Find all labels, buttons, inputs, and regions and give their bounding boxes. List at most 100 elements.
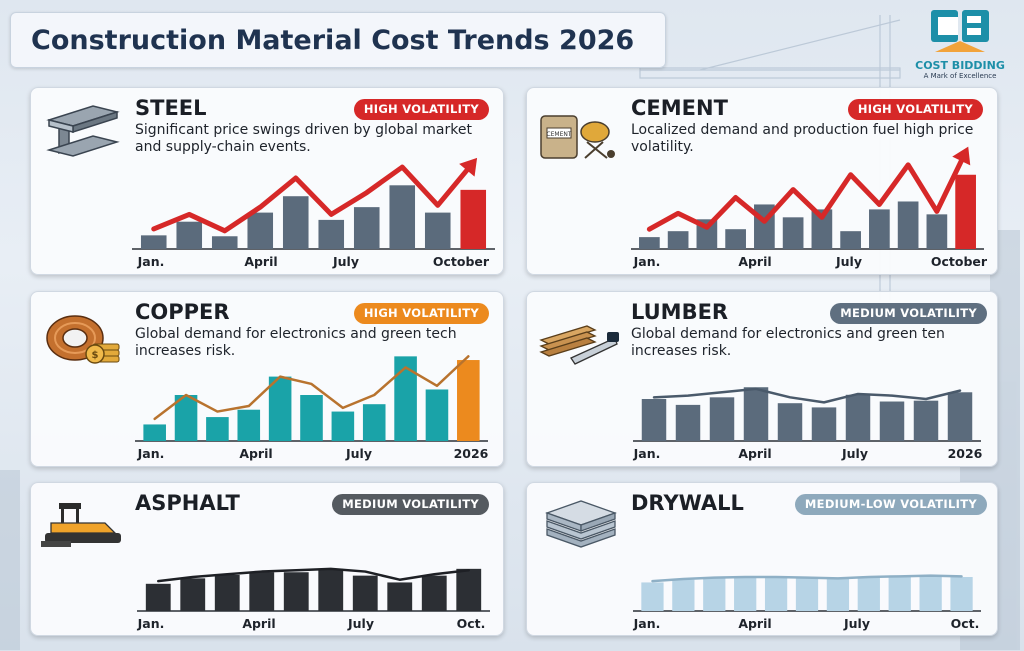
x-tick-label: 2026 bbox=[454, 446, 489, 461]
bar bbox=[180, 578, 206, 611]
bar bbox=[145, 583, 171, 611]
volatility-badge: MEDIUM VOLATILITY bbox=[830, 303, 987, 324]
bar bbox=[331, 411, 355, 441]
card-title: ASPHALT bbox=[135, 491, 240, 515]
bar bbox=[425, 389, 449, 441]
drywall-sheets-icon bbox=[545, 500, 617, 548]
x-tick-label: April bbox=[738, 446, 771, 461]
card-description: Significant price swings driven by globa… bbox=[135, 122, 472, 155]
bar bbox=[926, 214, 948, 249]
x-tick-label: July bbox=[332, 254, 359, 269]
bar bbox=[913, 400, 939, 441]
cement-chart: Jan. April July October bbox=[631, 146, 988, 269]
x-tick-label: July bbox=[841, 446, 868, 461]
bar bbox=[352, 575, 378, 611]
bar bbox=[211, 236, 238, 249]
bar bbox=[667, 231, 689, 249]
bar bbox=[300, 395, 323, 441]
bar bbox=[777, 403, 803, 441]
x-tick-label: Jan. bbox=[137, 254, 165, 269]
bar bbox=[421, 575, 447, 611]
bar bbox=[897, 201, 919, 249]
cement-mixer-icon: CEMENT bbox=[540, 115, 615, 159]
card-steel: STEEL HIGH VOLATILITY Significant price … bbox=[30, 87, 504, 275]
trend-line bbox=[157, 567, 470, 583]
bar bbox=[675, 404, 701, 441]
page-title: Construction Material Cost Trends 2026 bbox=[31, 25, 635, 56]
bar bbox=[457, 360, 480, 441]
bar bbox=[888, 576, 911, 611]
x-tick-label: Jan. bbox=[633, 616, 661, 631]
lumber-saw-icon bbox=[539, 325, 619, 365]
bar bbox=[764, 577, 788, 611]
card-lumber: LUMBER MEDIUM VOLATILITY Global demand f… bbox=[526, 291, 998, 467]
card-asphalt: ASPHALT MEDIUM VOLATILITY Jan. April July O… bbox=[30, 482, 504, 636]
volatility-badge: MEDIUM VOLATILITY bbox=[332, 494, 489, 515]
bar bbox=[282, 196, 309, 249]
x-tick-label: July bbox=[835, 254, 862, 269]
trend-line bbox=[651, 574, 963, 583]
bar bbox=[641, 582, 664, 611]
x-tick-label: July bbox=[345, 446, 372, 461]
bar bbox=[143, 424, 166, 441]
x-tick-label: July bbox=[843, 616, 870, 631]
volatility-badge: MEDIUM-LOW VOLATILITY bbox=[794, 494, 987, 515]
trend-arrowhead bbox=[952, 146, 971, 166]
bar bbox=[826, 578, 850, 611]
asphalt-paver-icon bbox=[41, 503, 121, 547]
trend-line bbox=[151, 160, 476, 234]
steel-beam-icon bbox=[46, 105, 120, 157]
brand-logo: COST BIDDING A Mark of Excellence bbox=[906, 6, 1014, 86]
x-tick-label: April bbox=[239, 446, 272, 461]
bar bbox=[318, 568, 344, 611]
trend-line bbox=[652, 387, 962, 404]
bar bbox=[955, 174, 976, 249]
bar bbox=[919, 576, 942, 611]
bar bbox=[725, 229, 746, 249]
bar bbox=[353, 207, 380, 249]
bar bbox=[811, 209, 833, 249]
card-cement: CEMENT CEMENT HIGH VOLATILITY Localized … bbox=[526, 87, 998, 275]
x-tick-label: April bbox=[242, 616, 275, 631]
bar bbox=[845, 394, 871, 441]
bar bbox=[811, 407, 837, 441]
bar bbox=[237, 409, 261, 441]
title-banner: Construction Material Cost Trends 2026 bbox=[10, 12, 666, 68]
bar bbox=[840, 231, 861, 249]
logo-mark-icon bbox=[931, 10, 989, 52]
logo-name: COST BIDDING bbox=[915, 59, 1005, 72]
bar bbox=[879, 401, 905, 441]
bar bbox=[734, 577, 757, 611]
bar bbox=[950, 577, 973, 611]
bar bbox=[947, 392, 973, 441]
bar bbox=[206, 417, 229, 441]
card-title: STEEL bbox=[135, 96, 207, 120]
card-drywall: DRYWALL MEDIUM-LOW VOLATILITY Jan. April J… bbox=[526, 482, 998, 636]
drywall-chart: Jan. April July Oct. bbox=[633, 574, 981, 631]
bar bbox=[394, 356, 417, 441]
volatility-badge: HIGH VOLATILITY bbox=[353, 303, 489, 324]
bar bbox=[389, 185, 416, 249]
bar bbox=[639, 237, 660, 249]
x-tick-label: October bbox=[931, 254, 988, 269]
bar bbox=[703, 578, 726, 611]
bar bbox=[743, 387, 769, 441]
bar bbox=[140, 235, 167, 249]
bar bbox=[174, 395, 198, 441]
bar bbox=[247, 212, 274, 249]
bar bbox=[456, 568, 482, 611]
x-tick-label: Jan. bbox=[633, 446, 661, 461]
trend-arrowhead bbox=[459, 157, 478, 177]
bar bbox=[857, 577, 880, 611]
x-tick-label: April bbox=[244, 254, 277, 269]
bar bbox=[709, 397, 735, 441]
volatility-badge: HIGH VOLATILITY bbox=[847, 99, 983, 120]
bar bbox=[672, 579, 695, 611]
trend-line bbox=[646, 149, 969, 232]
volatility-badge: HIGH VOLATILITY bbox=[353, 99, 489, 120]
card-description: Global demand for electronics and green … bbox=[631, 326, 945, 359]
x-tick-label: October bbox=[433, 254, 490, 269]
steel-chart: Jan. April July October bbox=[132, 157, 495, 269]
bar bbox=[249, 572, 275, 611]
bar bbox=[283, 572, 309, 611]
